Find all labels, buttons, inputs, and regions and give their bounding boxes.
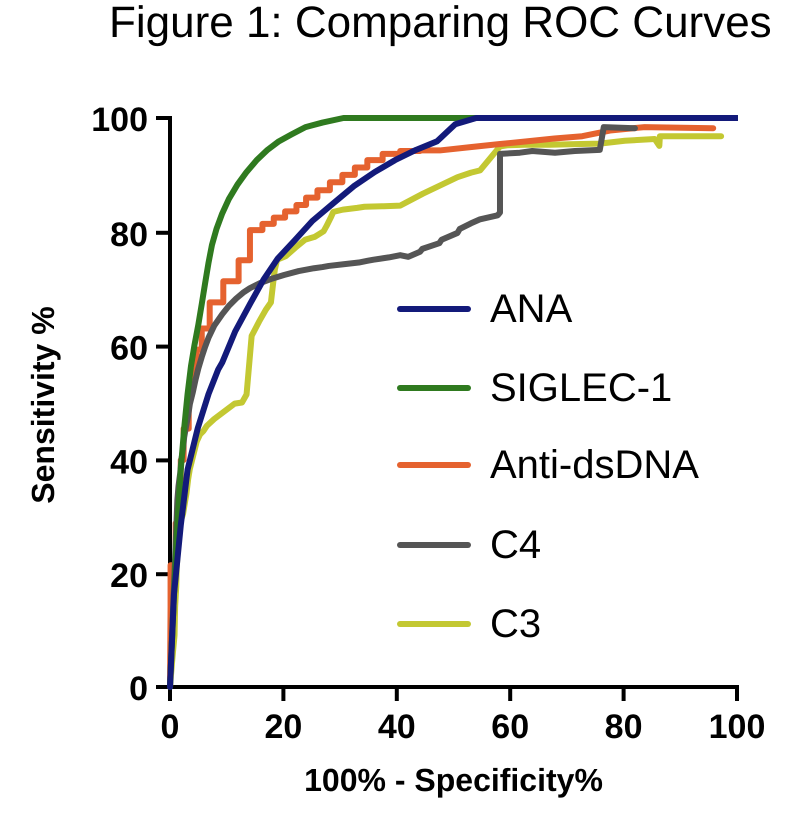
svg-text:0: 0 [161, 708, 180, 746]
svg-text:40: 40 [110, 443, 148, 481]
svg-text:SIGLEC-1: SIGLEC-1 [490, 366, 672, 410]
svg-text:20: 20 [110, 557, 148, 595]
svg-text:20: 20 [264, 708, 302, 746]
svg-text:40: 40 [378, 708, 416, 746]
svg-text:60: 60 [110, 330, 148, 368]
svg-text:C3: C3 [490, 602, 541, 646]
svg-text:80: 80 [605, 708, 643, 746]
svg-text:0: 0 [129, 670, 148, 708]
svg-text:Anti-dsDNA: Anti-dsDNA [490, 443, 699, 487]
svg-text:ANA: ANA [490, 287, 573, 331]
svg-text:100: 100 [91, 101, 148, 139]
svg-text:80: 80 [110, 216, 148, 254]
svg-text:C4: C4 [490, 523, 541, 567]
svg-text:60: 60 [491, 708, 529, 746]
svg-text:100: 100 [709, 708, 766, 746]
